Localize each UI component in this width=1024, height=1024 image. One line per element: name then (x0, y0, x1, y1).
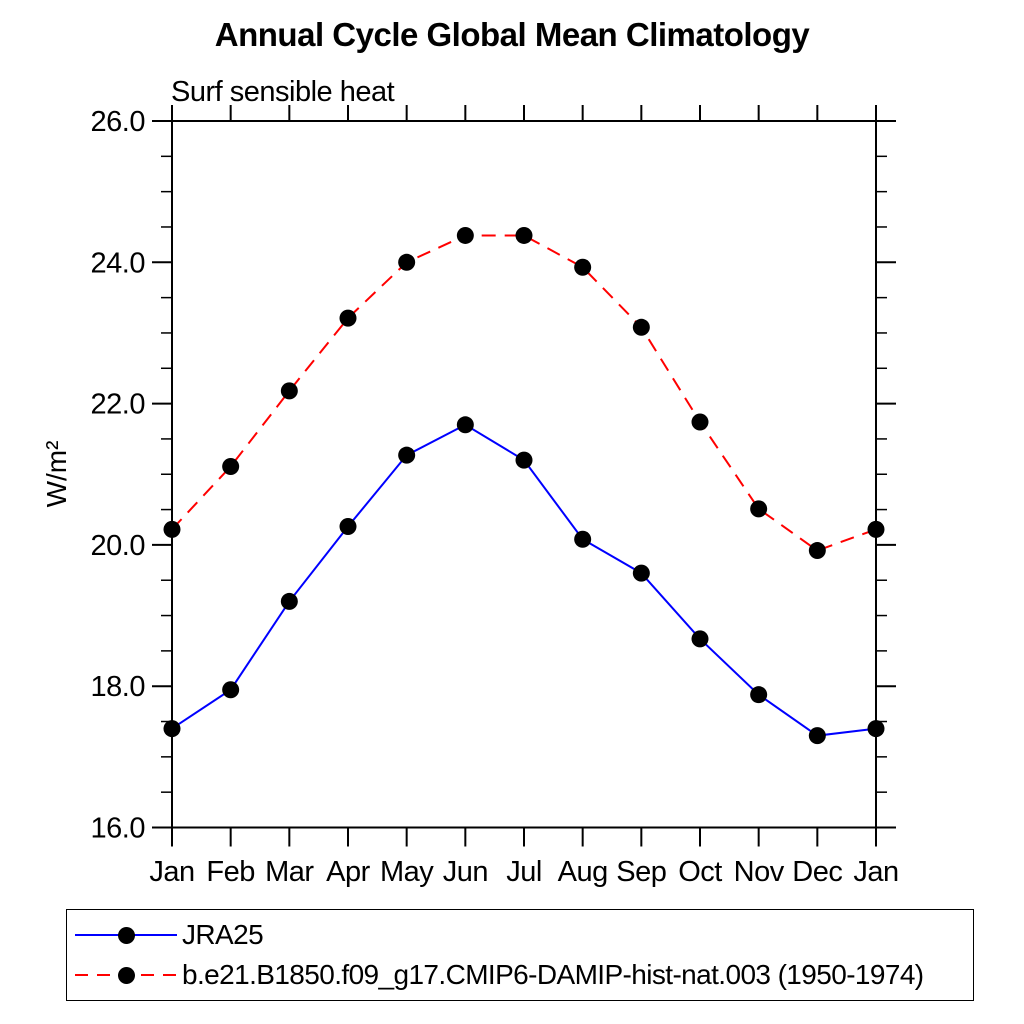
x-axis-tick-label: Jul (506, 856, 542, 888)
series-line-0 (171, 423, 877, 737)
legend-label: JRA25 (182, 919, 264, 950)
x-axis-tick-label: Jun (443, 856, 488, 888)
y-axis-tick-label: 22.0 (91, 389, 145, 421)
data-point-marker-0-8 (632, 564, 650, 582)
x-axis-tick-label: Aug (558, 856, 608, 888)
legend-line-sample-dashed (75, 966, 177, 984)
x-axis-tick-label: Feb (206, 856, 254, 888)
data-point-marker-1-11 (808, 542, 826, 560)
y-axis-tick-label: 24.0 (91, 247, 145, 279)
legend-marker-icon (117, 966, 135, 984)
y-axis-label: W/m² (41, 440, 72, 508)
x-axis-tick-label: Sep (616, 856, 666, 888)
x-axis-tick-label: May (380, 856, 434, 888)
data-point-marker-0-2 (280, 592, 298, 610)
data-point-marker-1-8 (632, 318, 650, 336)
y-axis-tick-label: 18.0 (91, 671, 145, 703)
legend-line-sample-solid (75, 926, 177, 944)
y-axis-tick-label: 16.0 (91, 813, 145, 845)
data-point-marker-1-10 (750, 500, 768, 518)
data-point-marker-1-4 (398, 253, 416, 271)
chart-subtitle: Surf sensible heat (171, 76, 395, 108)
y-axis-tick-label: 26.0 (91, 106, 145, 138)
legend: JRA25 b.e21.B1850.f09_g17.CMIP6-DAMIP-hi… (66, 909, 974, 1001)
data-point-marker-1-7 (574, 258, 592, 276)
legend-entry-jra25: JRA25 (67, 919, 973, 950)
data-point-marker-1-12 (867, 520, 885, 538)
data-point-marker-0-0 (163, 720, 181, 738)
y-axis-tick-label: 20.0 (91, 530, 145, 562)
data-point-marker-1-0 (163, 520, 181, 538)
x-axis-tick-label: Jan (853, 856, 898, 888)
x-axis-tick-label: Mar (265, 856, 314, 888)
data-point-marker-0-10 (750, 686, 768, 704)
series-line-1 (171, 234, 877, 552)
x-axis-tick-label: Oct (678, 856, 722, 888)
data-point-marker-0-11 (808, 727, 826, 745)
legend-marker-icon (117, 926, 135, 944)
x-axis-tick-label: Jan (149, 856, 194, 888)
data-point-marker-1-6 (515, 226, 533, 244)
data-point-marker-1-1 (222, 457, 240, 475)
chart-title: Annual Cycle Global Mean Climatology (214, 16, 810, 53)
data-point-marker-0-9 (691, 630, 709, 648)
x-axis-tick-label: Apr (326, 856, 370, 888)
data-point-marker-1-5 (456, 226, 474, 244)
data-point-marker-0-3 (339, 518, 357, 536)
data-point-marker-0-12 (867, 720, 885, 738)
data-point-marker-1-3 (339, 309, 357, 327)
legend-entry-model: b.e21.B1850.f09_g17.CMIP6-DAMIP-hist-nat… (67, 959, 973, 990)
legend-label: b.e21.B1850.f09_g17.CMIP6-DAMIP-hist-nat… (182, 959, 924, 990)
data-point-marker-1-2 (280, 382, 298, 400)
x-axis-tick-label: Dec (792, 856, 842, 888)
x-axis-tick-label: Nov (734, 856, 785, 888)
data-point-marker-0-7 (574, 530, 592, 548)
data-point-marker-0-4 (398, 446, 416, 464)
data-point-marker-0-6 (515, 451, 533, 469)
data-point-marker-0-5 (456, 416, 474, 434)
data-point-marker-1-9 (691, 413, 709, 431)
data-point-marker-0-1 (222, 681, 240, 699)
